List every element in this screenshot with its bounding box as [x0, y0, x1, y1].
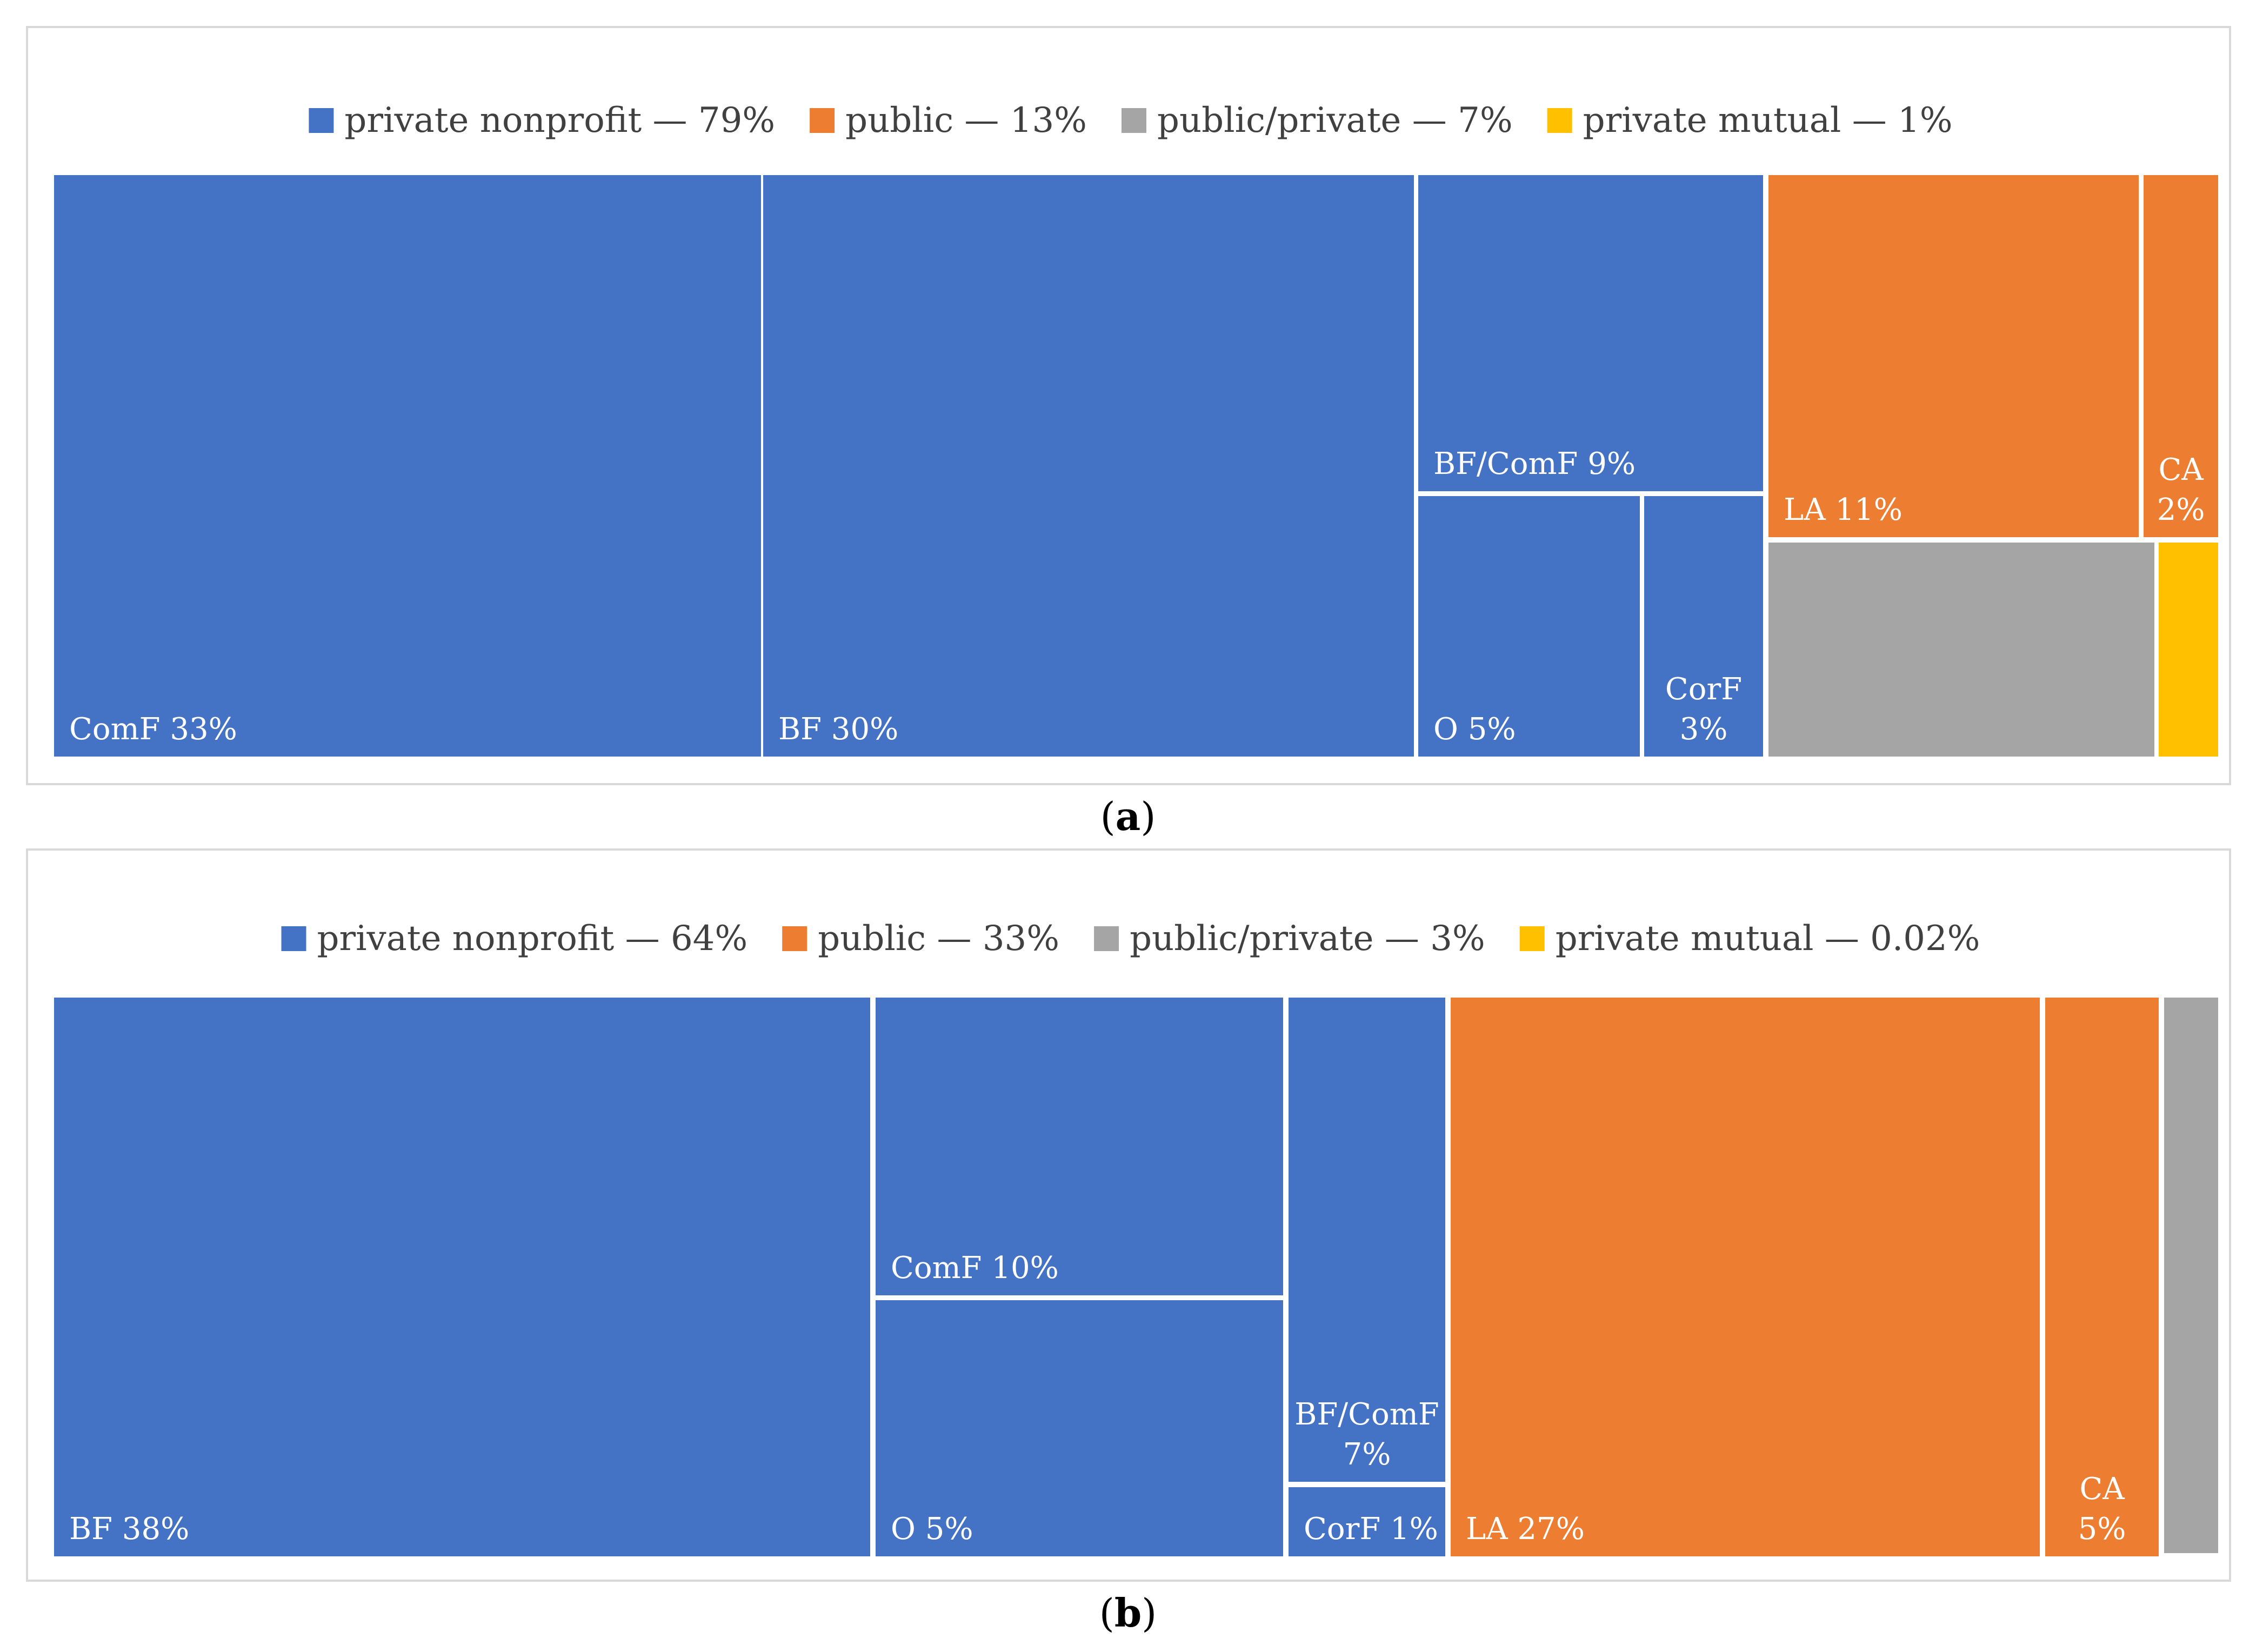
tile-label-b-bf-comf-line1: 7%	[1343, 1437, 1391, 1472]
legend-label-a-0: private nonprofit — 79%	[344, 101, 775, 141]
legend-swatch-a-0	[309, 108, 334, 133]
tile-a-public-private	[1768, 543, 2154, 757]
tile-label-a-o: O 5%	[1433, 712, 1516, 747]
legend-label-b-0: private nonprofit — 64%	[317, 919, 748, 959]
tile-b-bf-comf	[1289, 998, 1445, 1482]
tile-label-b-bf: BF 38%	[69, 1511, 189, 1547]
tile-label-a-ca-line1: 2%	[2157, 492, 2205, 527]
caption-b-letter: b	[1114, 1590, 1142, 1636]
legend-label-b-3: private mutual — 0.02%	[1556, 919, 1980, 959]
tile-label-a-la: LA 11%	[1784, 492, 1903, 527]
tile-label-b-corf: CorF 1%	[1304, 1511, 1438, 1547]
tile-b-bf	[54, 998, 870, 1556]
caption-b-open: (	[1099, 1590, 1114, 1636]
tile-b-corf	[1289, 1487, 1445, 1556]
tile-a-bf-comf	[1418, 175, 1763, 491]
treemap-b-svg: private nonprofit — 64% public — 33% publi…	[54, 919, 2218, 1556]
caption-a-letter: a	[1115, 793, 1141, 839]
caption-b-close: )	[1142, 1590, 1157, 1636]
tile-a-ca	[2144, 175, 2218, 537]
tile-b-la	[1451, 998, 2040, 1556]
treemap-a-svg: private nonprofit — 79% public — 13% publi…	[54, 101, 2218, 757]
caption-b: (b)	[0, 1590, 2256, 1636]
tile-label-b-bf-comf-line0: BF/ComF	[1294, 1397, 1439, 1432]
legend-swatch-b-0	[281, 926, 306, 951]
tile-label-b-ca-line1: 5%	[2078, 1511, 2126, 1547]
legend-swatch-a-1	[810, 108, 835, 133]
tile-a-la	[1768, 175, 2139, 537]
tile-label-b-la: LA 27%	[1466, 1511, 1585, 1547]
treemap-panel-a: private nonprofit — 79% public — 13% publi…	[26, 26, 2231, 785]
legend-swatch-a-3	[1547, 108, 1572, 133]
tile-b-public-private	[2164, 998, 2218, 1553]
legend-swatch-a-2	[1121, 108, 1146, 133]
legend-label-a-2: public/private — 7%	[1157, 101, 1513, 141]
tile-label-b-ca-line0: CA	[2079, 1472, 2125, 1507]
tile-a-comf	[54, 175, 761, 757]
caption-a-close: )	[1140, 794, 1156, 839]
legend-swatch-b-1	[782, 926, 807, 951]
tile-label-a-ca-line0: CA	[2158, 452, 2204, 487]
tile-label-b-comf: ComF 10%	[891, 1250, 1059, 1286]
tile-a-o	[1418, 496, 1640, 757]
tile-a-private-mutual	[2159, 543, 2218, 757]
tile-label-a-corf-line1: 3%	[1680, 712, 1728, 747]
legend-label-b-1: public — 33%	[818, 919, 1059, 959]
tile-b-ca	[2045, 998, 2159, 1556]
tile-label-a-comf: ComF 33%	[69, 712, 237, 747]
tile-label-a-corf-line0: CorF	[1665, 672, 1742, 707]
legend-label-a-1: public — 13%	[845, 101, 1087, 141]
legend-b: private nonprofit — 64% public — 33% publi…	[281, 919, 1980, 959]
treemap-panel-b: private nonprofit — 64% public — 33% publi…	[26, 848, 2231, 1582]
tile-b-comf	[876, 998, 1283, 1295]
legend-label-b-2: public/private — 3%	[1130, 919, 1485, 959]
caption-a-open: (	[1100, 794, 1116, 839]
legend-swatch-b-3	[1519, 926, 1545, 951]
tile-b-o	[876, 1300, 1283, 1556]
tile-label-b-o: O 5%	[891, 1511, 973, 1547]
legend-swatch-b-2	[1094, 926, 1119, 951]
tile-label-a-bf-comf: BF/ComF 9%	[1433, 446, 1636, 481]
legend-label-a-3: private mutual — 1%	[1583, 101, 1953, 141]
tile-a-bf	[763, 175, 1414, 757]
tile-label-a-bf: BF 30%	[778, 712, 898, 747]
legend-a: private nonprofit — 79% public — 13% publi…	[309, 101, 1953, 141]
tile-a-corf	[1644, 496, 1763, 757]
caption-a: (a)	[0, 793, 2256, 839]
